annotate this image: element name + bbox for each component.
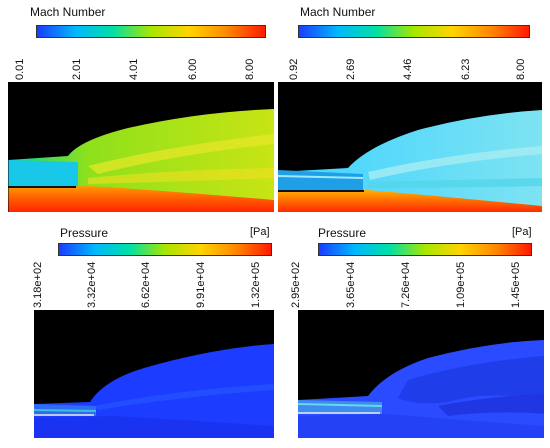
colorbar-title: Pressure <box>60 226 109 240</box>
colorbar-tick-label: 6.23 <box>460 58 472 80</box>
colorbar-tick-label: 2.95e+02 <box>290 261 302 308</box>
colorbar-tick-label: 7.26e+04 <box>400 261 412 308</box>
colorbar-title: Mach Number <box>30 5 106 19</box>
colorbar-tick-label: 1.32e+05 <box>250 261 262 308</box>
colorbar-tick-label: 0.01 <box>14 58 26 80</box>
colorbar-gradient <box>58 243 272 256</box>
colorbar-tick-label: 4.46 <box>402 58 414 80</box>
colorbar-title: Mach Number <box>300 5 376 19</box>
colorbar-tick-label: 4.01 <box>128 58 140 80</box>
colorbar-tick-label: 8.00 <box>515 58 527 80</box>
pressure-contour-plot <box>34 310 274 438</box>
colorbar-gradient <box>318 243 532 256</box>
colorbar-tick-label: 2.69 <box>345 58 357 80</box>
colorbar-tick-label: 3.65e+04 <box>345 261 357 308</box>
colorbar-gradient <box>36 25 266 38</box>
colorbar-tick-label: 6.62e+04 <box>140 261 152 308</box>
colorbar-unit: [Pa] <box>512 226 532 238</box>
mach-contour-plot <box>8 82 274 212</box>
colorbar-tick-label: 8.00 <box>244 58 256 80</box>
pressure-contour-plot <box>298 310 544 438</box>
colorbar-unit: [Pa] <box>250 226 270 238</box>
colorbar-tick-label: 1.45e+05 <box>510 261 522 308</box>
colorbar-tick-label: 9.91e+04 <box>195 261 207 308</box>
mach-contour-plot <box>278 82 542 212</box>
colorbar-tick-label: 0.92 <box>288 58 300 80</box>
colorbar-tick-label: 3.32e+04 <box>86 261 98 308</box>
colorbar-tick-label: 6.00 <box>187 58 199 80</box>
colorbar-gradient <box>298 25 530 38</box>
colorbar-tick-label: 3.18e+02 <box>32 261 44 308</box>
colorbar-tick-label: 2.01 <box>71 58 83 80</box>
colorbar-tick-label: 1.09e+05 <box>455 261 467 308</box>
colorbar-title: Pressure <box>318 226 367 240</box>
